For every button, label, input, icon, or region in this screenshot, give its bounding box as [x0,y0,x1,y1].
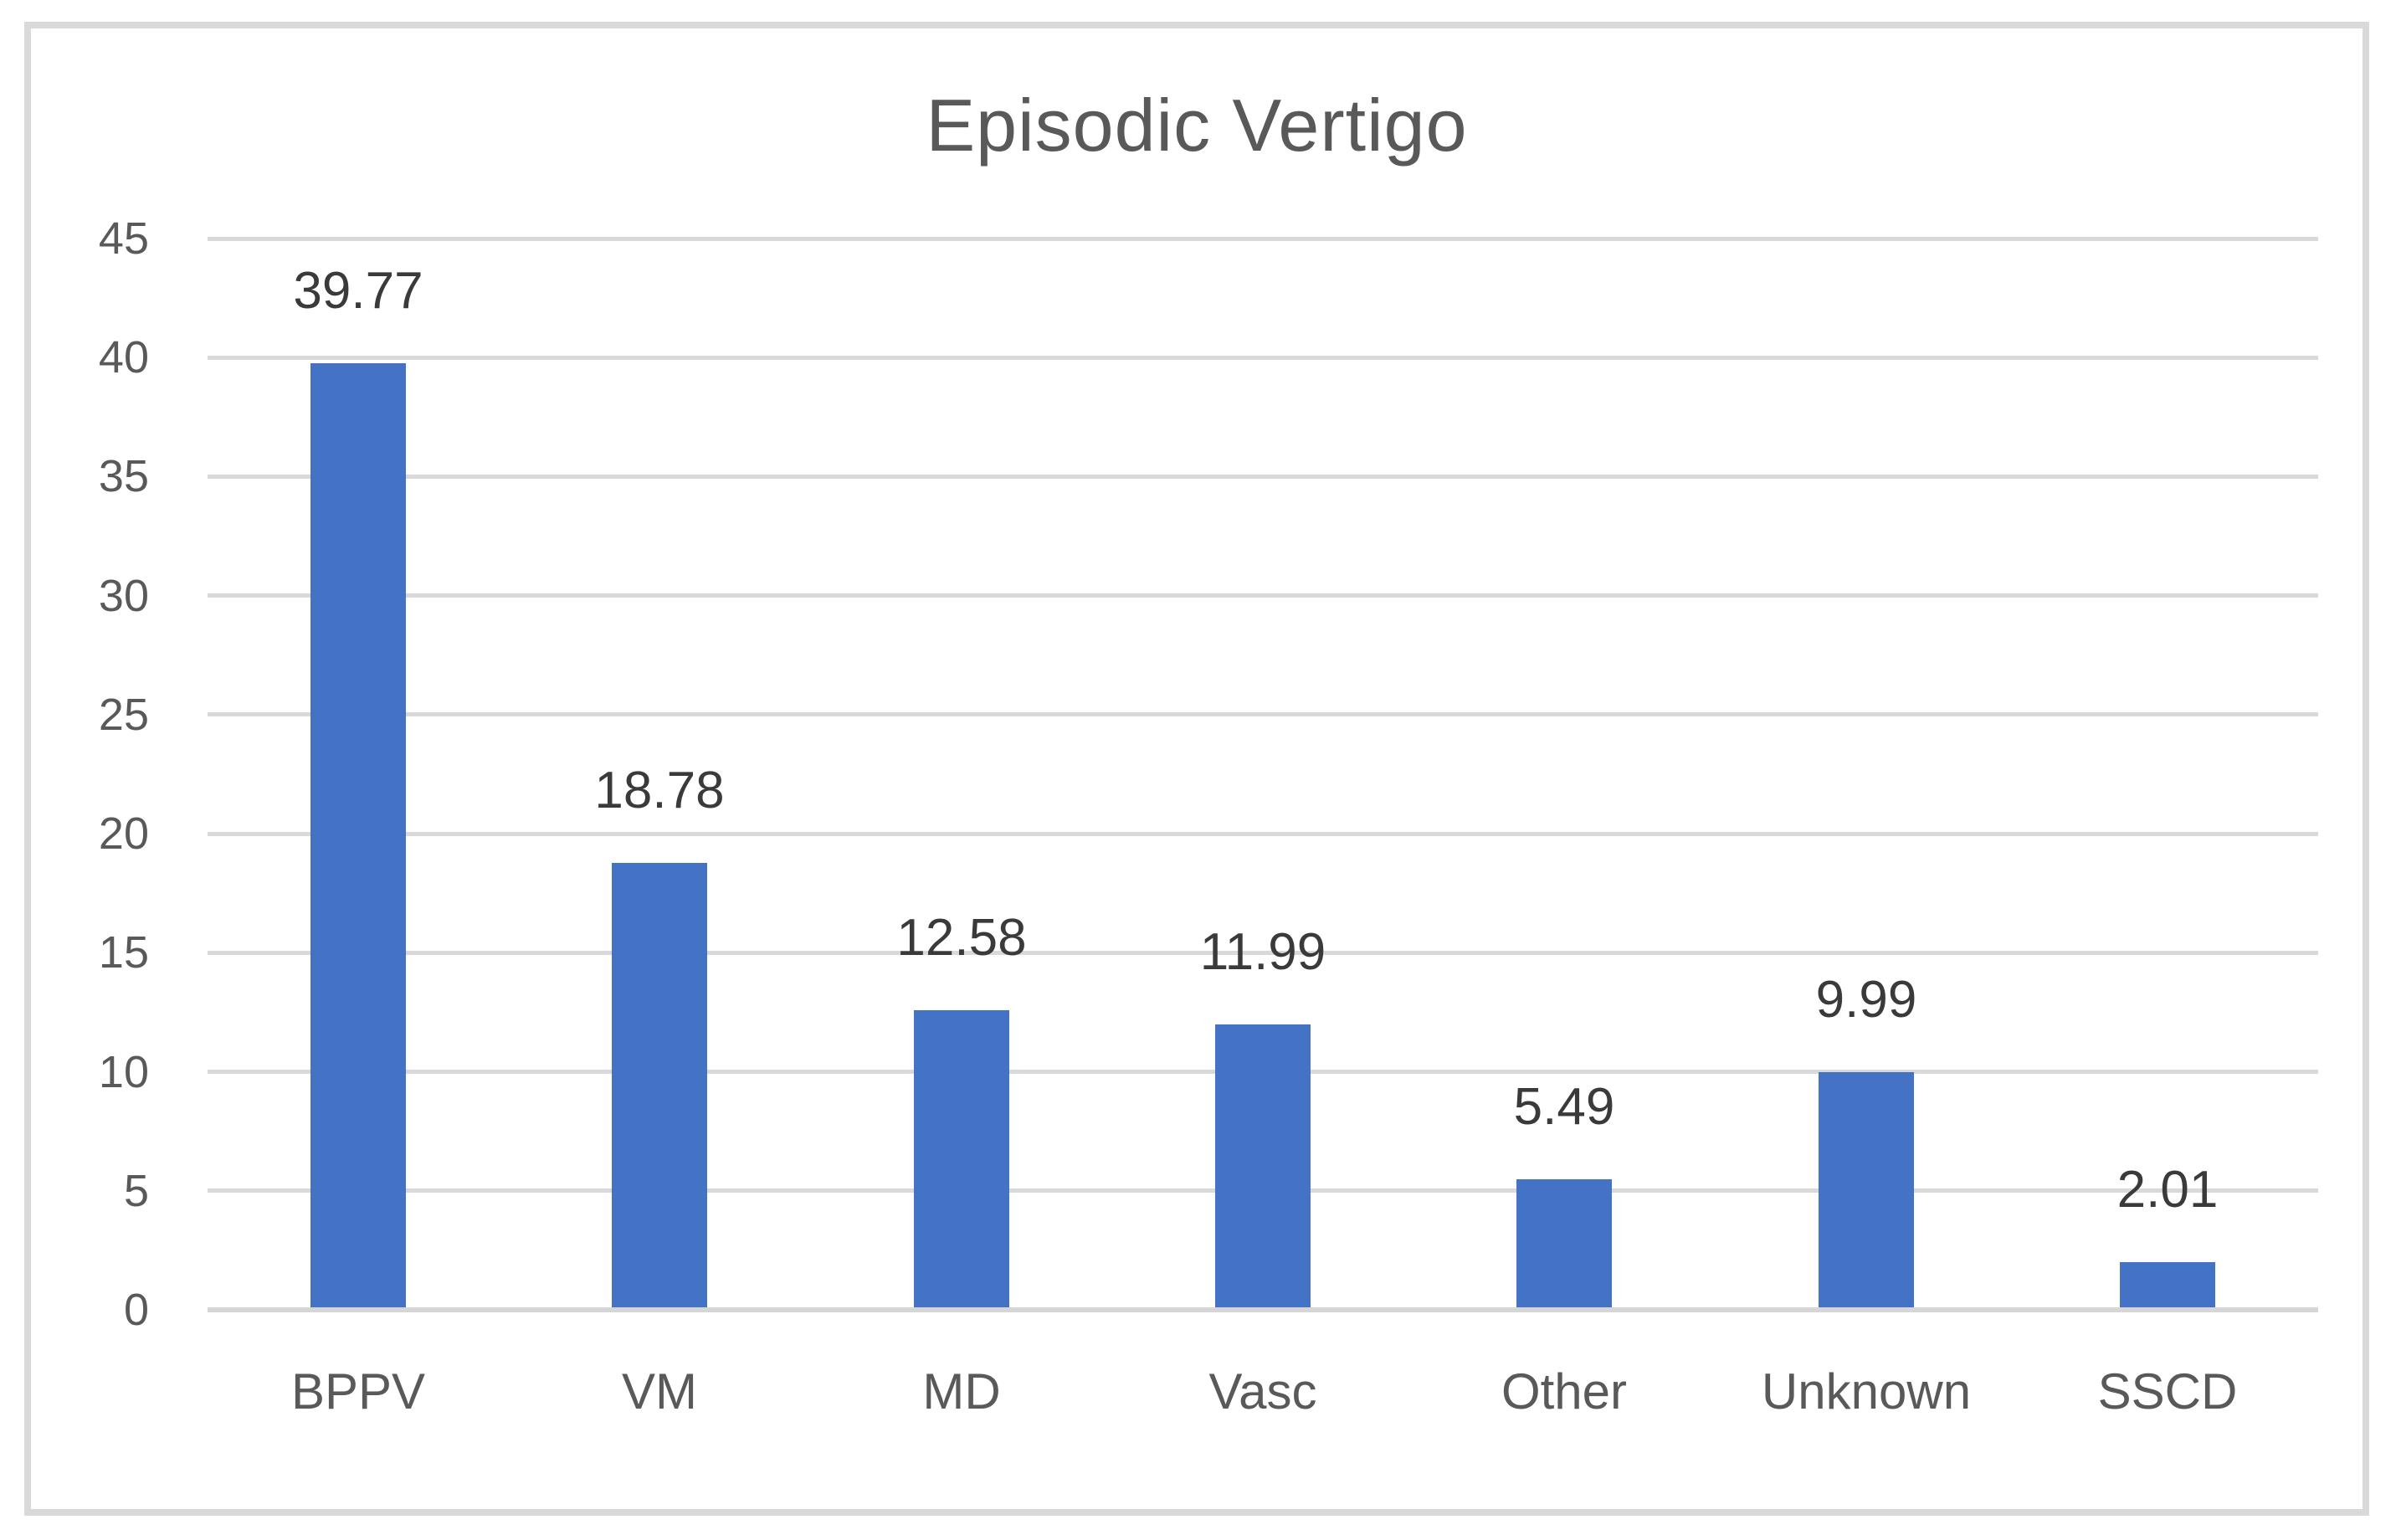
y-tick-label: 20 [98,808,149,859]
gridline [208,237,2318,241]
bar-value-label: 11.99 [1199,923,1326,981]
bar-value-label: 18.78 [594,762,725,819]
y-tick-label: 10 [98,1047,149,1097]
bar-value-label: 12.58 [896,909,1027,967]
y-tick-label: 25 [98,690,149,740]
gridline [208,832,2318,836]
x-category-label-sscd: SSCD [2097,1363,2238,1419]
bar-bppv [310,363,406,1307]
bar-vm [612,863,707,1307]
gridline [208,951,2318,955]
x-category-label-unknown: Unknown [1761,1363,1972,1419]
y-tick-label: 35 [98,451,149,501]
bar-md [914,1010,1009,1307]
x-category-label-other: Other [1501,1363,1628,1419]
x-category-label-vm: VM [622,1363,697,1419]
x-category-label-bppv: BPPV [290,1363,426,1419]
bar-sscd [2120,1262,2215,1307]
chart-frame [24,22,2369,1516]
bar-other [1516,1179,1612,1307]
bar-value-label: 39.77 [293,262,423,320]
bar-value-label: 5.49 [1513,1078,1615,1136]
bar-value-label: 2.01 [2116,1161,2219,1219]
bar-unknown [1819,1072,1914,1307]
bar-vasc [1215,1024,1311,1307]
y-tick-label: 15 [98,927,149,978]
y-tick-label: 30 [98,571,149,621]
chart-title: Episodic Vertigo [926,84,1468,167]
x-axis-line [208,1307,2318,1312]
y-tick-label: 45 [98,213,149,264]
gridline [208,712,2318,716]
bar-value-label: 9.99 [1815,971,1917,1029]
y-tick-label: 0 [123,1285,149,1335]
y-tick-label: 5 [123,1166,149,1216]
gridline [208,356,2318,360]
gridline [208,475,2318,479]
y-tick-label: 40 [98,332,149,382]
gridline [208,593,2318,598]
x-category-label-vasc: Vasc [1208,1363,1317,1419]
x-category-label-md: MD [922,1363,1001,1419]
